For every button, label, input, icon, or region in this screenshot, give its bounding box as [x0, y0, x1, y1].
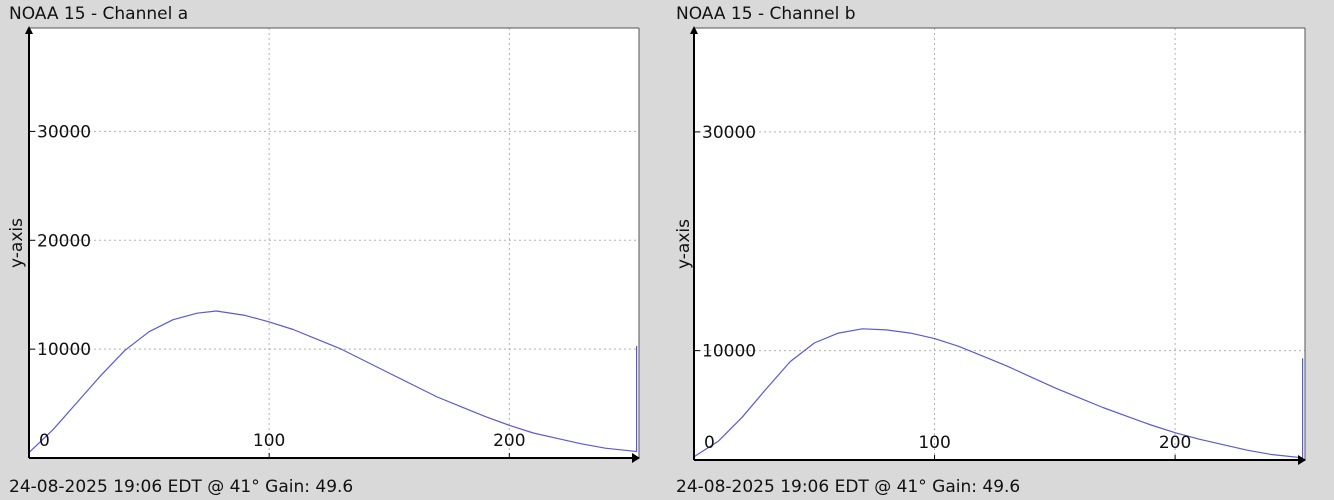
y-axis-arrow: [690, 26, 698, 34]
y-axis-arrow: [25, 26, 33, 34]
y-tick-label: 20000: [37, 231, 91, 251]
x-tick-label: 200: [1159, 433, 1191, 453]
x-tick-label: 200: [493, 431, 525, 451]
y-axis-title: y-axis: [7, 218, 27, 268]
x-tick-label: 0: [39, 431, 50, 451]
chart-footer: 24-08-2025 19:06 EDT @ 41° Gain: 49.6: [9, 477, 354, 497]
y-tick-label: 30000: [37, 122, 91, 142]
x-tick-label: 100: [253, 431, 285, 451]
x-tick-label: 100: [918, 433, 950, 453]
chart-panel-channel-b: NOAA 15 - Channel b 10000 30000 0 100 200 y-a…: [667, 0, 1334, 500]
plot-area: [29, 28, 639, 458]
chart-title: NOAA 15 - Channel b: [676, 4, 856, 24]
chart-title: NOAA 15 - Channel a: [9, 4, 189, 24]
chart-panel-channel-a: NOAA 15 - Channel a 10000 20000 30000 0 100 2…: [7, 4, 640, 497]
x-axis-arrow: [632, 453, 640, 463]
y-tick-label: 10000: [37, 340, 91, 360]
chart-plot-channel-a: 10000 20000 30000 0 100 200 y-axis: [7, 26, 640, 463]
plot-area: [694, 28, 1305, 460]
series-line: [693, 328, 1304, 459]
series-line: [28, 310, 638, 454]
x-tick-label: 0: [704, 433, 715, 453]
y-axis-title: y-axis: [674, 219, 694, 269]
chart-plot-channel-b: 10000 30000 0 100 200 y-axis: [674, 26, 1306, 465]
y-tick-label: 10000: [702, 342, 756, 362]
chart-footer: 24-08-2025 19:06 EDT @ 41° Gain: 49.6: [676, 477, 1021, 497]
x-axis-arrow: [1298, 455, 1306, 465]
y-tick-label: 30000: [702, 123, 756, 143]
